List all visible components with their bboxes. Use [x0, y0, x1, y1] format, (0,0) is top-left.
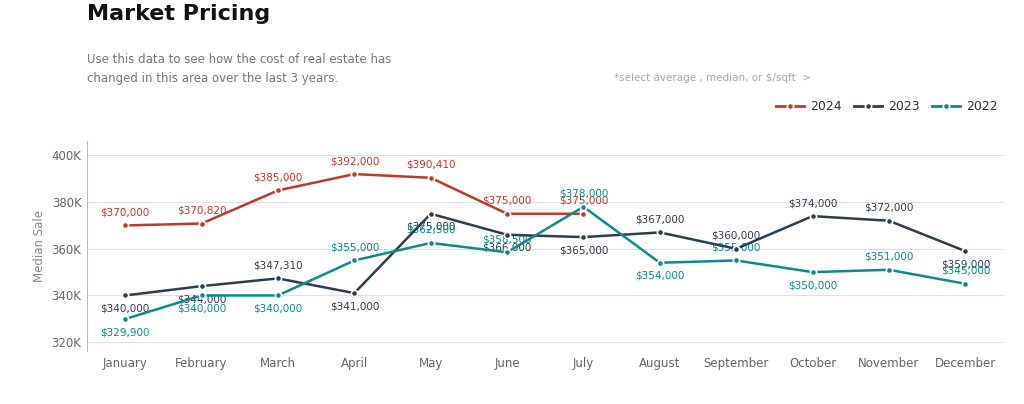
Text: $329,900: $329,900 [100, 327, 150, 337]
2023 [883, 218, 895, 223]
Text: $375,000: $375,000 [407, 222, 456, 232]
Y-axis label: Median Sale: Median Sale [33, 210, 46, 282]
2024 [501, 211, 513, 216]
2022 [959, 281, 972, 286]
Text: $378,000: $378,000 [559, 189, 608, 199]
2023 [807, 214, 819, 219]
Text: $344,000: $344,000 [177, 294, 226, 304]
Text: $354,000: $354,000 [635, 271, 684, 281]
2023 [501, 232, 513, 237]
Text: $362,500: $362,500 [406, 225, 456, 235]
2022 [501, 250, 513, 255]
Text: $385,000: $385,000 [253, 173, 303, 183]
Text: Market Pricing: Market Pricing [87, 4, 270, 24]
2023 [578, 235, 590, 240]
Text: $370,820: $370,820 [177, 206, 226, 216]
Text: $340,000: $340,000 [100, 303, 150, 314]
Text: Use this data to see how the cost of real estate has
changed in this area over t: Use this data to see how the cost of rea… [87, 53, 391, 84]
Line: 2023: 2023 [122, 210, 969, 299]
Legend: 2024, 2023, 2022: 2024, 2023, 2022 [771, 95, 1002, 118]
2024 [578, 211, 590, 216]
2022 [348, 258, 360, 263]
Text: $365,000: $365,000 [559, 245, 608, 255]
2022 [271, 293, 284, 298]
2023 [196, 284, 208, 288]
Text: $355,000: $355,000 [712, 242, 761, 252]
2024 [196, 221, 208, 226]
Text: $372,000: $372,000 [864, 203, 913, 213]
Text: $355,000: $355,000 [330, 242, 379, 252]
2023 [271, 276, 284, 281]
2022 [578, 204, 590, 209]
Text: $392,000: $392,000 [330, 156, 379, 166]
Text: $374,000: $374,000 [787, 198, 838, 208]
Text: $345,000: $345,000 [941, 266, 990, 276]
2023 [959, 249, 972, 254]
Text: $390,410: $390,410 [406, 160, 456, 170]
2022 [730, 258, 742, 263]
2022 [425, 240, 437, 245]
2022 [196, 293, 208, 298]
2022 [119, 317, 131, 322]
Text: $375,000: $375,000 [482, 196, 531, 206]
Text: $347,310: $347,310 [253, 261, 303, 270]
2023 [425, 211, 437, 216]
2023 [653, 230, 666, 235]
Text: $340,000: $340,000 [177, 303, 226, 314]
Line: 2024: 2024 [122, 171, 587, 229]
2024 [425, 175, 437, 180]
Text: $370,000: $370,000 [100, 207, 150, 217]
2022 [883, 267, 895, 272]
2024 [271, 188, 284, 193]
Text: $341,000: $341,000 [330, 301, 379, 311]
Text: $359,000: $359,000 [941, 259, 990, 269]
Text: *select average , median, or $/sqft  >: *select average , median, or $/sqft > [614, 73, 811, 83]
2023 [119, 293, 131, 298]
Text: $358,500: $358,500 [482, 234, 531, 244]
Text: $360,000: $360,000 [712, 231, 761, 241]
2023 [348, 291, 360, 296]
2024 [348, 172, 360, 177]
2024 [119, 223, 131, 228]
Text: $375,000: $375,000 [559, 196, 608, 206]
2022 [807, 270, 819, 275]
Text: $366,000: $366,000 [482, 243, 531, 253]
Text: $367,000: $367,000 [635, 215, 684, 225]
2023 [730, 246, 742, 251]
Line: 2022: 2022 [122, 204, 969, 322]
Text: $350,000: $350,000 [787, 280, 838, 290]
Text: $340,000: $340,000 [253, 303, 303, 314]
2022 [653, 260, 666, 265]
Text: $351,000: $351,000 [864, 252, 913, 262]
